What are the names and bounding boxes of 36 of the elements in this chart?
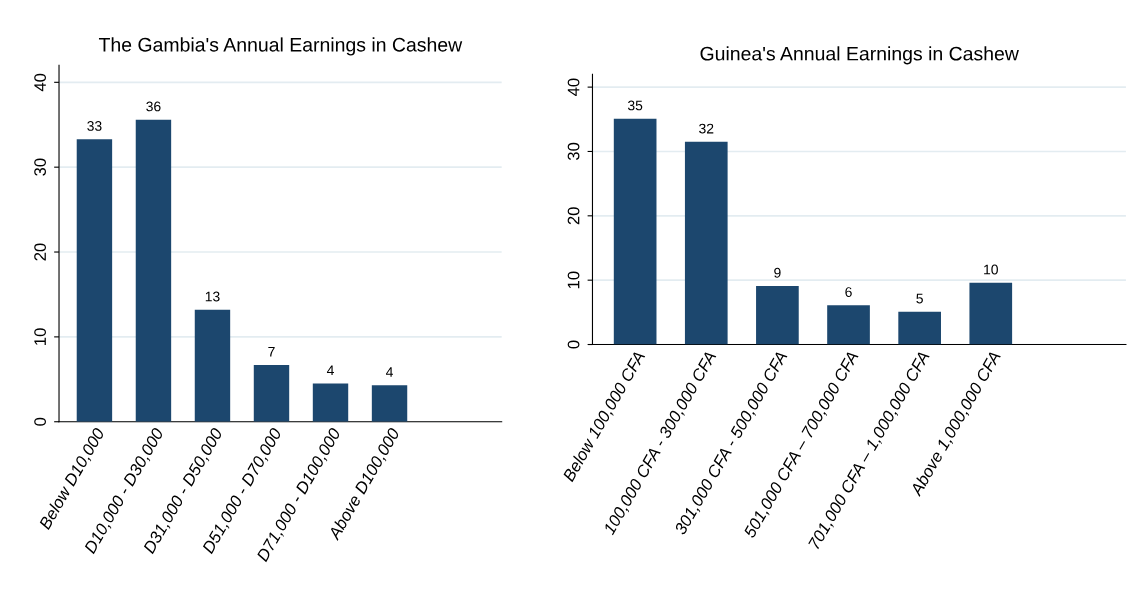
- y-tick-label: 40: [567, 78, 580, 97]
- bar: [756, 285, 799, 345]
- y-tick-label: 30: [567, 142, 580, 161]
- data-label: 32: [699, 123, 714, 134]
- bar: [194, 309, 231, 422]
- y-tick-label: 10: [34, 328, 46, 345]
- bar: [76, 139, 113, 422]
- data-label: 10: [984, 264, 998, 275]
- y-tick-label: 30: [34, 158, 46, 176]
- bar: [371, 385, 408, 422]
- bar: [827, 305, 870, 345]
- y-tick-label: 0: [34, 417, 46, 426]
- bar: [684, 141, 728, 345]
- data-label: 35: [627, 100, 643, 111]
- y-tick-label: 40: [34, 73, 46, 92]
- chart-title: Guinea's Annual Earnings in Cashew: [700, 46, 1019, 65]
- chart-title: The Gambia's Annual Earnings in Cashew: [98, 37, 463, 56]
- bar: [969, 282, 1013, 345]
- data-label: 7: [268, 346, 275, 357]
- data-label: 13: [205, 291, 220, 302]
- data-label: 4: [385, 367, 393, 377]
- bar: [253, 364, 290, 422]
- y-tick-label: 20: [567, 207, 580, 225]
- bar: [312, 383, 349, 422]
- data-label: 5: [916, 293, 923, 304]
- data-label: 36: [146, 101, 161, 112]
- data-label: 9: [774, 267, 781, 278]
- bar: [898, 311, 941, 345]
- bar: [613, 118, 657, 345]
- data-label: 33: [87, 121, 102, 131]
- y-tick-label: 10: [567, 271, 580, 289]
- y-tick-label: 20: [34, 243, 46, 261]
- data-label: 6: [845, 287, 852, 297]
- y-tick-label: 0: [567, 340, 580, 349]
- bar: [135, 119, 172, 422]
- data-label: 4: [326, 365, 334, 376]
